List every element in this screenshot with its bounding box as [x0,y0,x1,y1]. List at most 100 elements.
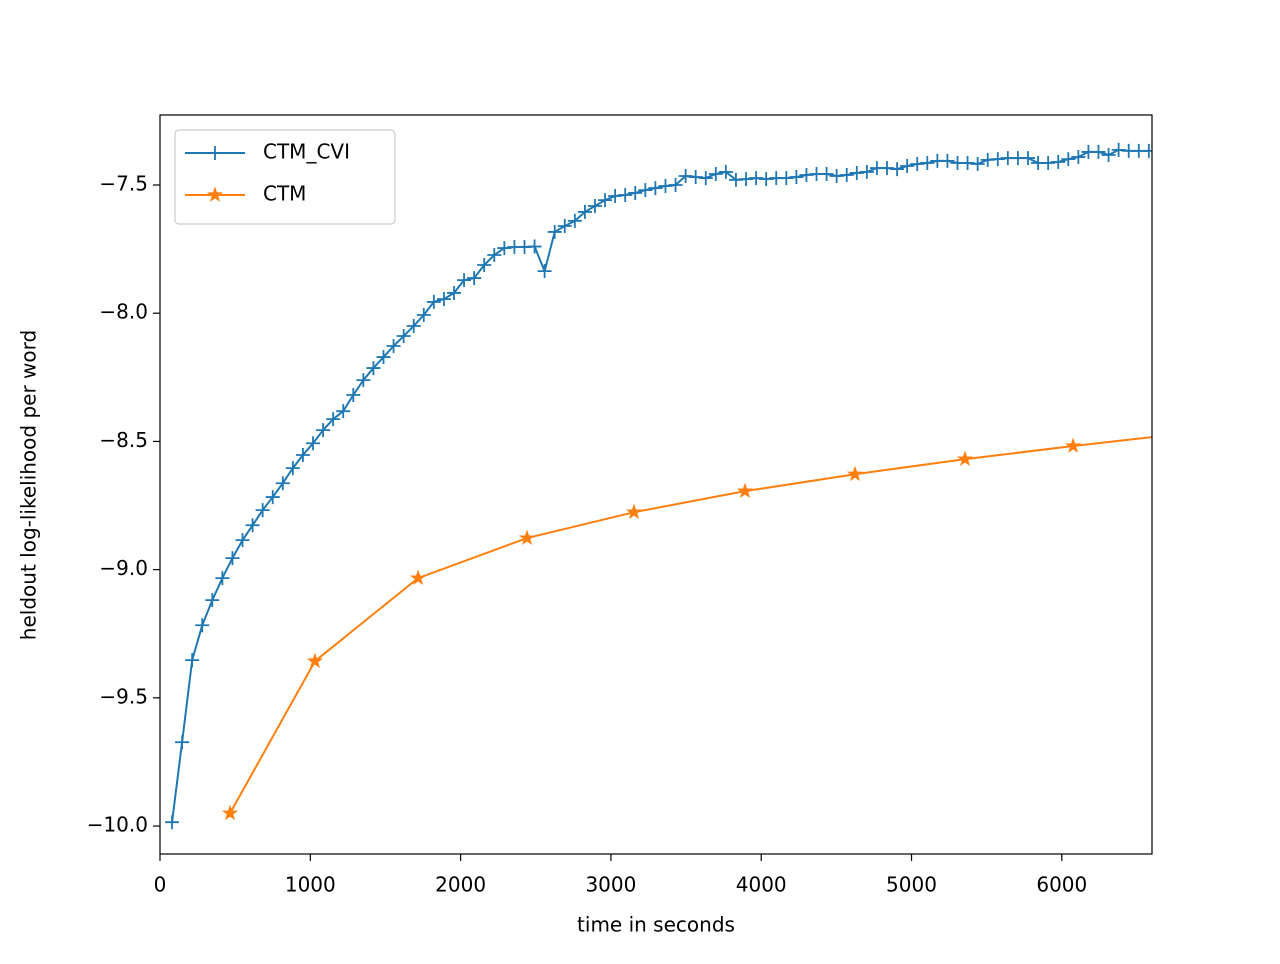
marker [326,412,341,427]
marker [235,533,250,548]
marker [990,152,1005,167]
marker [849,165,864,180]
marker [436,292,451,307]
y-tick-label: −7.5 [99,172,148,196]
marker [1064,437,1082,453]
x-tick-label: 6000 [1036,873,1087,897]
marker [759,172,774,187]
marker [1141,143,1152,158]
marker [658,179,673,194]
marker [206,186,224,202]
marker [518,529,536,545]
marker [386,339,401,354]
marker [265,490,280,505]
marker [208,146,222,160]
marker [819,166,834,181]
series-line [229,436,1152,814]
plot-frame [159,114,1153,855]
marker [195,618,210,633]
marker [1021,151,1035,166]
marker [537,264,552,279]
marker [285,461,300,476]
marker [1041,155,1056,170]
marker [547,224,562,239]
marker [960,155,975,170]
marker [779,171,794,186]
marker [1061,152,1076,167]
marker [426,294,441,309]
marker [366,361,381,376]
x-tick-label: 5000 [886,873,937,897]
marker [255,503,270,518]
legend-label: CTM_CVI [263,140,350,164]
x-tick-label: 3000 [585,873,636,897]
marker [920,155,935,170]
marker [221,804,239,821]
marker [205,593,220,608]
marker [1091,144,1106,159]
marker [497,241,512,256]
marker [577,204,592,219]
marker [799,168,814,183]
marker [718,164,733,179]
marker [618,188,633,203]
marker [608,189,623,204]
x-tick-label: 2000 [435,873,486,897]
marker [175,735,190,750]
marker [527,239,542,254]
plot-area [165,142,1152,830]
y-tick-label: −9.5 [99,684,148,708]
marker [557,219,572,234]
marker [749,171,764,186]
marker [467,271,482,286]
marker [708,166,723,181]
y-axis-label: heldout log-likelihood per word [17,330,41,640]
marker [416,308,431,323]
marker [225,551,240,566]
marker [567,213,582,228]
marker [940,153,955,168]
marker [880,161,895,176]
marker [446,285,461,300]
marker [245,518,260,533]
marker [316,423,331,438]
marker [295,448,310,463]
marker [598,193,613,208]
x-axis-label: time in seconds [577,913,735,937]
y-tick-label: −10.0 [87,813,148,837]
marker [956,450,974,467]
marker [346,388,361,403]
marker [970,156,985,171]
marker [688,170,703,185]
marker [336,404,351,419]
marker [306,652,324,669]
marker [736,482,754,499]
marker [900,159,915,174]
marker [215,571,230,586]
y-tick-label: −8.0 [99,300,148,324]
legend: CTM_CVI CTM [174,129,396,225]
legend-label: CTM [263,182,306,206]
marker [185,653,200,668]
marker [396,329,411,344]
marker [1101,148,1116,163]
marker [1051,154,1066,169]
marker [638,183,653,198]
marker [890,162,905,177]
marker [839,168,854,183]
marker [789,170,804,185]
marker [648,181,663,196]
marker [910,156,925,171]
marker [668,178,683,193]
marker [275,476,290,491]
marker [625,503,643,520]
marker [457,273,472,288]
marker [628,185,643,200]
marker [678,169,693,184]
y-tick-label: −9.0 [99,556,148,580]
marker [829,169,844,184]
marker [698,171,713,186]
marker [487,248,502,263]
x-tick-label: 0 [154,873,167,897]
